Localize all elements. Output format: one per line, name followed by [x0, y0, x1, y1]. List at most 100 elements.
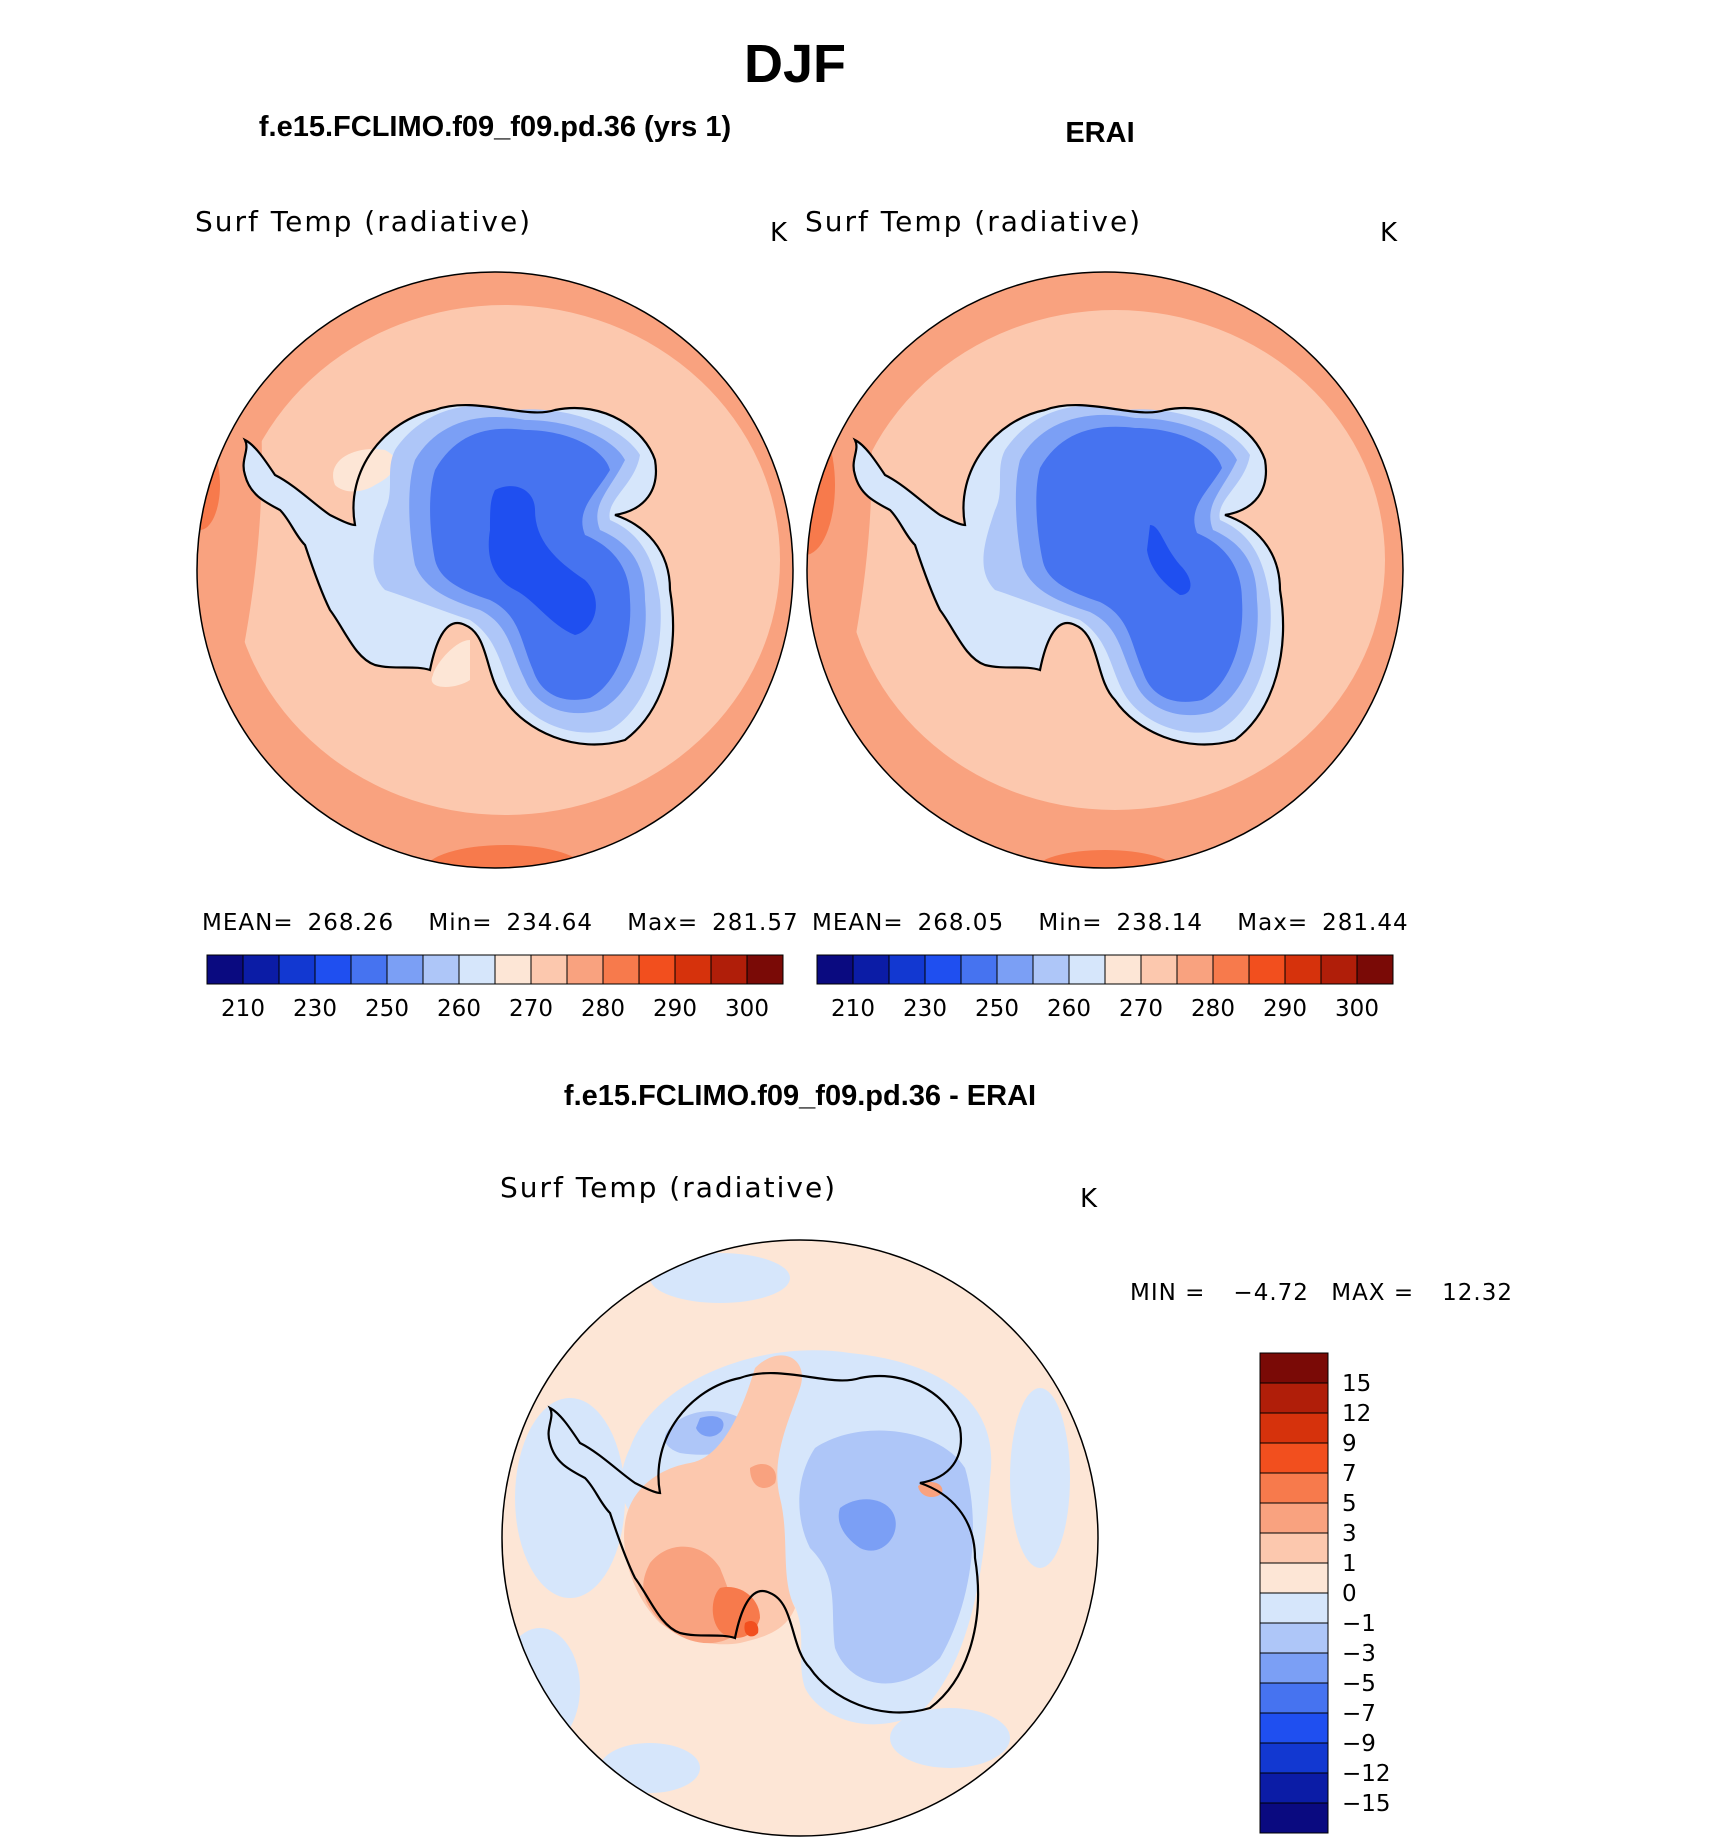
panel-obs-units: K [1380, 218, 1398, 248]
colorbar-diff-tick-label: 5 [1342, 1491, 1357, 1517]
colorbar-diff-swatch [1259, 1652, 1329, 1684]
colorbar-model-swatch [386, 954, 424, 985]
colorbar-model-swatch [242, 954, 280, 985]
colorbar-model-swatch [494, 954, 532, 985]
colorbar-diff-swatch [1259, 1502, 1329, 1534]
colorbar-model-swatch [674, 954, 712, 985]
colorbar-model-tick-label: 260 [437, 996, 481, 1022]
mean-label: MEAN= [812, 910, 904, 936]
panel-diff-units: K [1080, 1184, 1098, 1214]
panel-diff-title: f.e15.FCLIMO.f09_f09.pd.36 - ERAI [564, 1080, 1036, 1112]
colorbar-model-swatch [458, 954, 496, 985]
colorbar-model-swatch [278, 954, 316, 985]
panel-model-stats: MEAN= 268.26 Min= 234.64 Max= 281.57 [202, 910, 799, 936]
colorbar-obs-tick-label: 270 [1119, 996, 1163, 1022]
min-label: Min= [428, 910, 492, 936]
colorbar-model-swatch [566, 954, 604, 985]
colorbar-obs-tick-label: 260 [1047, 996, 1091, 1022]
min-value: 234.64 [506, 910, 592, 936]
panel-obs-title: ERAI [1065, 117, 1134, 149]
colorbar-diff-tick-label: 0 [1342, 1581, 1357, 1607]
colorbar-model-swatch [638, 954, 676, 985]
panel-model-units: K [770, 218, 788, 248]
colorbar-obs-swatch [1032, 954, 1070, 985]
panel-model-variable: Surf Temp (radiative) [195, 205, 532, 238]
colorbar-model-tick-label: 290 [653, 996, 697, 1022]
colorbar-obs-tick-label: 290 [1263, 996, 1307, 1022]
colorbar-diff-swatch [1259, 1682, 1329, 1714]
colorbar-model-tick-label: 280 [581, 996, 625, 1022]
panel-model-map [196, 271, 794, 869]
colorbar-diff-swatch [1259, 1382, 1329, 1414]
colorbar-diff-swatch [1259, 1352, 1329, 1384]
mean-label: MEAN= [202, 910, 294, 936]
min-label: Min= [1038, 910, 1102, 936]
colorbar-diff-swatch [1259, 1772, 1329, 1804]
colorbar-obs-swatch [1176, 954, 1214, 985]
colorbar-diff-tick-label: 7 [1342, 1461, 1357, 1487]
colorbar-obs-tick-label: 250 [975, 996, 1019, 1022]
colorbar-diff-tick-label: −9 [1342, 1731, 1376, 1757]
colorbar-diff-tick-label: 15 [1342, 1371, 1371, 1397]
colorbar-diff-tick-label: −12 [1342, 1761, 1391, 1787]
colorbar-diff-tick-label: −3 [1342, 1641, 1376, 1667]
colorbar-diff-tick-label: 3 [1342, 1521, 1357, 1547]
colorbar-model-swatch [710, 954, 748, 985]
panel-model-title: f.e15.FCLIMO.f09_f09.pd.36 (yrs 1) [259, 111, 731, 143]
colorbar-diff-swatch [1259, 1532, 1329, 1564]
colorbar-diff-swatch [1259, 1622, 1329, 1654]
colorbar-obs-swatch [1248, 954, 1286, 985]
diff-max-value: 12.32 [1442, 1280, 1513, 1306]
panel-obs-map [806, 271, 1404, 869]
colorbar-model-swatch [422, 954, 460, 985]
panel-obs-variable: Surf Temp (radiative) [805, 205, 1142, 238]
panel-obs-colorbar: 210 230 250 260 270 280 290 300 [816, 954, 1394, 1022]
colorbar-diff-swatch [1259, 1592, 1329, 1624]
colorbar-diff-swatch [1259, 1712, 1329, 1744]
panel-model-colorbar: 210 230 250 260 270 280 290 300 [206, 954, 784, 1022]
colorbar-obs-tick-label: 300 [1335, 996, 1379, 1022]
colorbar-obs-swatch [996, 954, 1034, 985]
colorbar-model-swatch [530, 954, 568, 985]
diff-min-label: MIN = [1130, 1280, 1205, 1306]
colorbar-diff-tick-label: −15 [1342, 1791, 1391, 1817]
figure-title: DJF [744, 34, 846, 94]
colorbar-model-tick-label: 250 [365, 996, 409, 1022]
colorbar-model-swatch [602, 954, 640, 985]
panel-obs: ERAI Surf Temp (radiative) K MEAN= 268.05… [805, 117, 1409, 1022]
panel-model: f.e15.FCLIMO.f09_f09.pd.36 (yrs 1) Surf … [195, 111, 799, 1022]
panel-obs-stats: MEAN= 268.05 Min= 238.14 Max= 281.44 [812, 910, 1409, 936]
colorbar-model-tick-label: 230 [293, 996, 337, 1022]
colorbar-model-swatch [314, 954, 352, 985]
colorbar-obs-swatch [1284, 954, 1322, 985]
colorbar-model-swatch [746, 954, 784, 985]
colorbar-diff-tick-label: 12 [1342, 1401, 1371, 1427]
colorbar-model-swatch [350, 954, 388, 985]
colorbar-obs-swatch [852, 954, 890, 985]
colorbar-diff-swatch [1259, 1472, 1329, 1504]
colorbar-obs-swatch [1212, 954, 1250, 985]
panel-diff: f.e15.FCLIMO.f09_f09.pd.36 - ERAI Surf T… [500, 1080, 1513, 1837]
colorbar-obs-tick-label: 280 [1191, 996, 1235, 1022]
colorbar-model-tick-label: 210 [221, 996, 265, 1022]
colorbar-obs-swatch [888, 954, 926, 985]
panel-diff-map [501, 1239, 1099, 1837]
mean-value: 268.05 [918, 910, 1004, 936]
colorbar-diff-swatch [1259, 1442, 1329, 1474]
colorbar-obs-tick-label: 210 [831, 996, 875, 1022]
colorbar-diff-tick-label: 9 [1342, 1431, 1357, 1457]
colorbar-diff-swatch [1259, 1802, 1329, 1834]
max-label: Max= [627, 910, 698, 936]
max-label: Max= [1237, 910, 1308, 936]
colorbar-diff-swatch [1259, 1562, 1329, 1594]
colorbar-obs-swatch [1068, 954, 1106, 985]
colorbar-diff-tick-label: 1 [1342, 1551, 1357, 1577]
panel-diff-colorbar: −15 −12 −9 −7 −5 −3 −1 0 1 3 5 7 9 12 15 [1259, 1352, 1391, 1834]
colorbar-diff-tick-label: −7 [1342, 1701, 1376, 1727]
colorbar-diff-swatch [1259, 1412, 1329, 1444]
colorbar-obs-tick-label: 230 [903, 996, 947, 1022]
colorbar-obs-swatch [960, 954, 998, 985]
max-value: 281.44 [1322, 910, 1408, 936]
colorbar-diff-swatch [1259, 1742, 1329, 1774]
colorbar-model-swatch [206, 954, 244, 985]
